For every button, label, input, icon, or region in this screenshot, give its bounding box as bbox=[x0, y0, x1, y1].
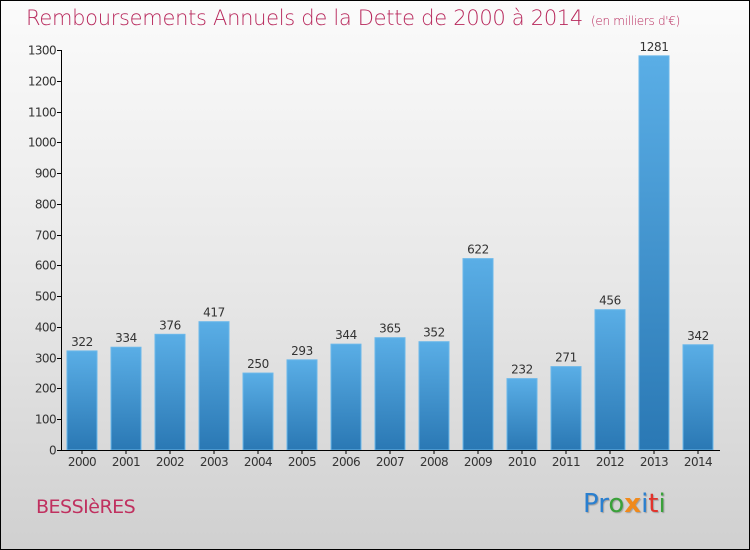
x-tick-label-2013: 2013 bbox=[640, 455, 668, 469]
y-tick-label-700: 700 bbox=[35, 229, 56, 243]
value-label-2001: 334 bbox=[115, 331, 137, 345]
x-tick-label-2004: 2004 bbox=[244, 455, 272, 469]
value-label-2012: 456 bbox=[599, 294, 621, 308]
x-tick-label-2002: 2002 bbox=[156, 455, 184, 469]
chart-title-text: Remboursements Annuels de la Dette de 20… bbox=[26, 6, 583, 30]
value-label-2011: 271 bbox=[555, 351, 577, 365]
bar-2002 bbox=[154, 333, 186, 451]
bar-2007 bbox=[374, 337, 406, 451]
value-label-2008: 352 bbox=[423, 326, 445, 340]
logo-letter: i bbox=[658, 489, 666, 519]
axes-group: 2000 2001 2002 2003 2004 2005 2006 2007 2008 2009… bbox=[28, 44, 720, 469]
logo-letter: o bbox=[608, 489, 625, 519]
value-label-2007: 365 bbox=[379, 322, 401, 336]
y-tick-label-400: 400 bbox=[35, 321, 56, 335]
x-tick-label-2006: 2006 bbox=[332, 455, 360, 469]
y-tick-label-200: 200 bbox=[35, 382, 56, 396]
y-tick-label-1300: 1300 bbox=[28, 44, 56, 58]
x-tick-label-2012: 2012 bbox=[596, 455, 624, 469]
y-tick-label-500: 500 bbox=[35, 290, 56, 304]
value-label-2009: 622 bbox=[467, 243, 489, 257]
value-label-2005: 293 bbox=[291, 344, 313, 358]
y-tick-label-600: 600 bbox=[35, 259, 56, 273]
x-tick-label-2011: 2011 bbox=[552, 455, 580, 469]
logo-letter: i bbox=[641, 489, 649, 519]
town-name: BESSIèRES bbox=[36, 496, 136, 518]
value-label-2010: 232 bbox=[511, 363, 533, 377]
x-tick-label-2014: 2014 bbox=[684, 455, 712, 469]
y-tick-label-800: 800 bbox=[35, 198, 56, 212]
logo-letter: t bbox=[648, 489, 659, 519]
x-tick-label-2005: 2005 bbox=[288, 455, 316, 469]
x-tick-label-2007: 2007 bbox=[376, 455, 404, 469]
x-tick-label-2008: 2008 bbox=[420, 455, 448, 469]
y-tick-label-900: 900 bbox=[35, 167, 56, 181]
chart-unit: (en milliers d'€) bbox=[591, 14, 681, 28]
bar-2011 bbox=[550, 366, 582, 451]
bar-2014 bbox=[682, 344, 714, 451]
bar-2004 bbox=[242, 372, 274, 451]
value-label-2003: 417 bbox=[203, 306, 225, 320]
bar-2008 bbox=[418, 341, 450, 451]
value-label-2013: 1281 bbox=[640, 40, 669, 54]
logo-letter: x bbox=[624, 489, 642, 519]
bar-2013 bbox=[638, 55, 670, 451]
x-tick-label-2009: 2009 bbox=[464, 455, 492, 469]
x-tick-label-2010: 2010 bbox=[508, 455, 536, 469]
bar-2009 bbox=[462, 258, 494, 451]
y-tick-label-1200: 1200 bbox=[28, 75, 56, 89]
value-label-2014: 342 bbox=[687, 329, 709, 343]
value-label-2000: 322 bbox=[71, 335, 93, 349]
bar-2012 bbox=[594, 309, 626, 451]
bar-2006 bbox=[330, 343, 362, 451]
y-tick-label-1100: 1100 bbox=[28, 106, 56, 120]
y-tick-label-1000: 1000 bbox=[28, 136, 56, 150]
bar-2001 bbox=[110, 346, 142, 451]
bar-2010 bbox=[506, 378, 538, 451]
value-label-2004: 250 bbox=[247, 357, 269, 371]
value-label-2006: 344 bbox=[335, 328, 357, 342]
logo-letter: P bbox=[583, 489, 599, 519]
value-label-2002: 376 bbox=[159, 318, 181, 332]
proxiti-logo[interactable]: Proxiti bbox=[583, 489, 666, 519]
y-tick-label-300: 300 bbox=[35, 352, 56, 366]
y-tick-label-0: 0 bbox=[49, 444, 56, 458]
bar-2005 bbox=[286, 359, 318, 451]
bars-group: 322 334 376 417 250 293 344 365 352 622 232 271 456 1… bbox=[66, 40, 714, 451]
y-tick-label-100: 100 bbox=[35, 413, 56, 427]
bar-2003 bbox=[198, 321, 230, 451]
x-tick-label-2001: 2001 bbox=[112, 455, 140, 469]
chart-title: Remboursements Annuels de la Dette de 20… bbox=[26, 6, 680, 30]
x-tick-label-2003: 2003 bbox=[200, 455, 228, 469]
x-tick-label-2000: 2000 bbox=[68, 455, 96, 469]
logo-letter: r bbox=[598, 489, 609, 519]
bar-2000 bbox=[66, 350, 98, 451]
